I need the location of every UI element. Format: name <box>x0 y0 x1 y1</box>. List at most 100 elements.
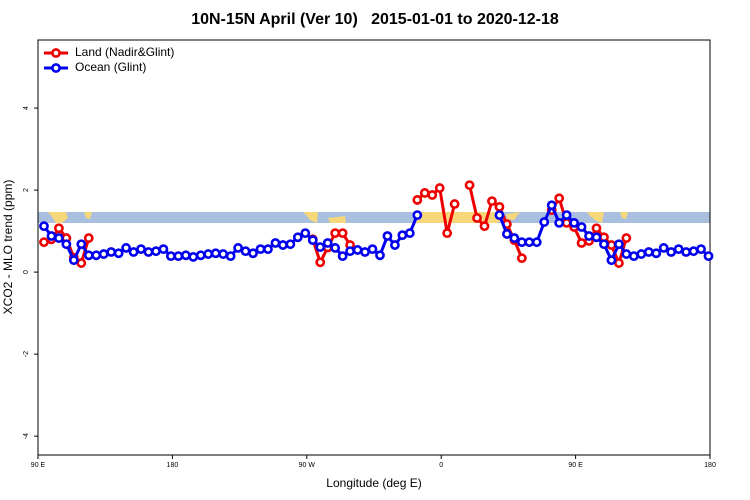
data-point <box>390 240 400 250</box>
data-point <box>599 239 609 250</box>
data-point <box>472 213 482 223</box>
data-point <box>285 239 296 250</box>
data-point <box>404 228 415 239</box>
data-point <box>524 237 535 248</box>
data-point <box>54 233 64 243</box>
data-point <box>427 190 438 200</box>
plot-frame <box>37 39 711 456</box>
data-point <box>614 239 624 250</box>
y-axis-label: XCO2 - MLO trend (ppm) <box>1 180 15 315</box>
y-tick-label: -4 <box>23 433 30 439</box>
data-point <box>696 244 706 255</box>
data-point <box>375 250 385 261</box>
data-point <box>628 251 639 262</box>
data-point <box>666 247 677 257</box>
data-point <box>128 247 139 257</box>
data-point <box>300 228 311 239</box>
data-point <box>449 199 460 209</box>
data-point <box>203 249 214 259</box>
data-point <box>502 229 512 239</box>
data-point <box>54 223 64 234</box>
data-point <box>606 255 617 266</box>
data-point <box>330 243 341 253</box>
data-point <box>591 223 602 234</box>
data-point <box>614 258 624 268</box>
data-point <box>98 249 109 259</box>
data-point <box>352 245 363 255</box>
data-point <box>233 243 244 253</box>
data-point <box>337 251 348 262</box>
data-point <box>151 246 161 257</box>
data-point <box>509 233 520 243</box>
data-point <box>315 242 326 252</box>
data-point <box>464 180 475 191</box>
data-point <box>337 228 348 239</box>
data-point <box>345 246 356 257</box>
data-point <box>576 222 587 232</box>
data-point <box>367 244 378 255</box>
data-point <box>531 237 542 248</box>
data-point <box>270 238 281 248</box>
x-tick-label: 90 E <box>568 462 583 469</box>
data-point <box>143 247 154 257</box>
data-point <box>554 193 565 204</box>
x-tick-label: 0 <box>439 462 443 469</box>
data-point <box>166 251 176 262</box>
data-point <box>210 248 221 259</box>
data-point <box>307 235 318 246</box>
data-point <box>516 253 527 264</box>
data-point <box>539 217 550 227</box>
legend-marker <box>51 48 61 58</box>
data-point <box>255 244 266 255</box>
data-point <box>516 237 527 248</box>
data-point <box>591 232 602 243</box>
data-point <box>76 258 87 268</box>
data-point <box>68 255 79 266</box>
x-tick-label: 180 <box>167 462 179 469</box>
data-point <box>673 244 684 255</box>
data-point <box>643 247 654 257</box>
data-point <box>83 250 94 261</box>
data-point <box>494 210 505 221</box>
data-point <box>76 239 87 250</box>
data-point <box>412 195 423 205</box>
data-point <box>487 196 497 207</box>
data-point <box>83 233 94 243</box>
data-point <box>195 250 206 261</box>
data-point <box>240 246 251 257</box>
data-point <box>382 231 393 241</box>
y-tick-label: 4 <box>23 106 30 110</box>
data-point <box>225 251 236 262</box>
x-axis-label: Longitude (deg E) <box>326 476 421 490</box>
data-point <box>39 221 49 232</box>
x-tick-label: 180 <box>704 462 716 469</box>
map-strip <box>38 212 710 223</box>
data-point <box>248 248 258 259</box>
data-point <box>688 246 699 257</box>
data-point <box>91 250 102 261</box>
data-point <box>158 244 169 255</box>
land-shapes <box>48 212 628 223</box>
y-tick-label: 2 <box>23 188 30 192</box>
data-point <box>569 217 580 228</box>
data-point <box>218 249 229 259</box>
legend-label: Ocean (Glint) <box>75 60 146 74</box>
data-point <box>584 231 594 241</box>
data-point <box>315 257 326 268</box>
data-point <box>180 250 191 261</box>
data-point <box>121 243 132 253</box>
data-point <box>136 244 146 255</box>
data-point <box>61 239 72 250</box>
data-point <box>442 228 453 239</box>
data-point <box>561 210 572 221</box>
data-point <box>46 231 57 241</box>
legend-label: Land (Nadir&Glint) <box>75 45 174 59</box>
data-point <box>621 249 632 259</box>
data-point <box>561 217 572 228</box>
data-point <box>419 188 430 198</box>
data-point <box>546 200 557 211</box>
data-point <box>681 247 692 257</box>
data-point <box>188 252 199 262</box>
x-tick-label: 90 E <box>31 462 46 469</box>
